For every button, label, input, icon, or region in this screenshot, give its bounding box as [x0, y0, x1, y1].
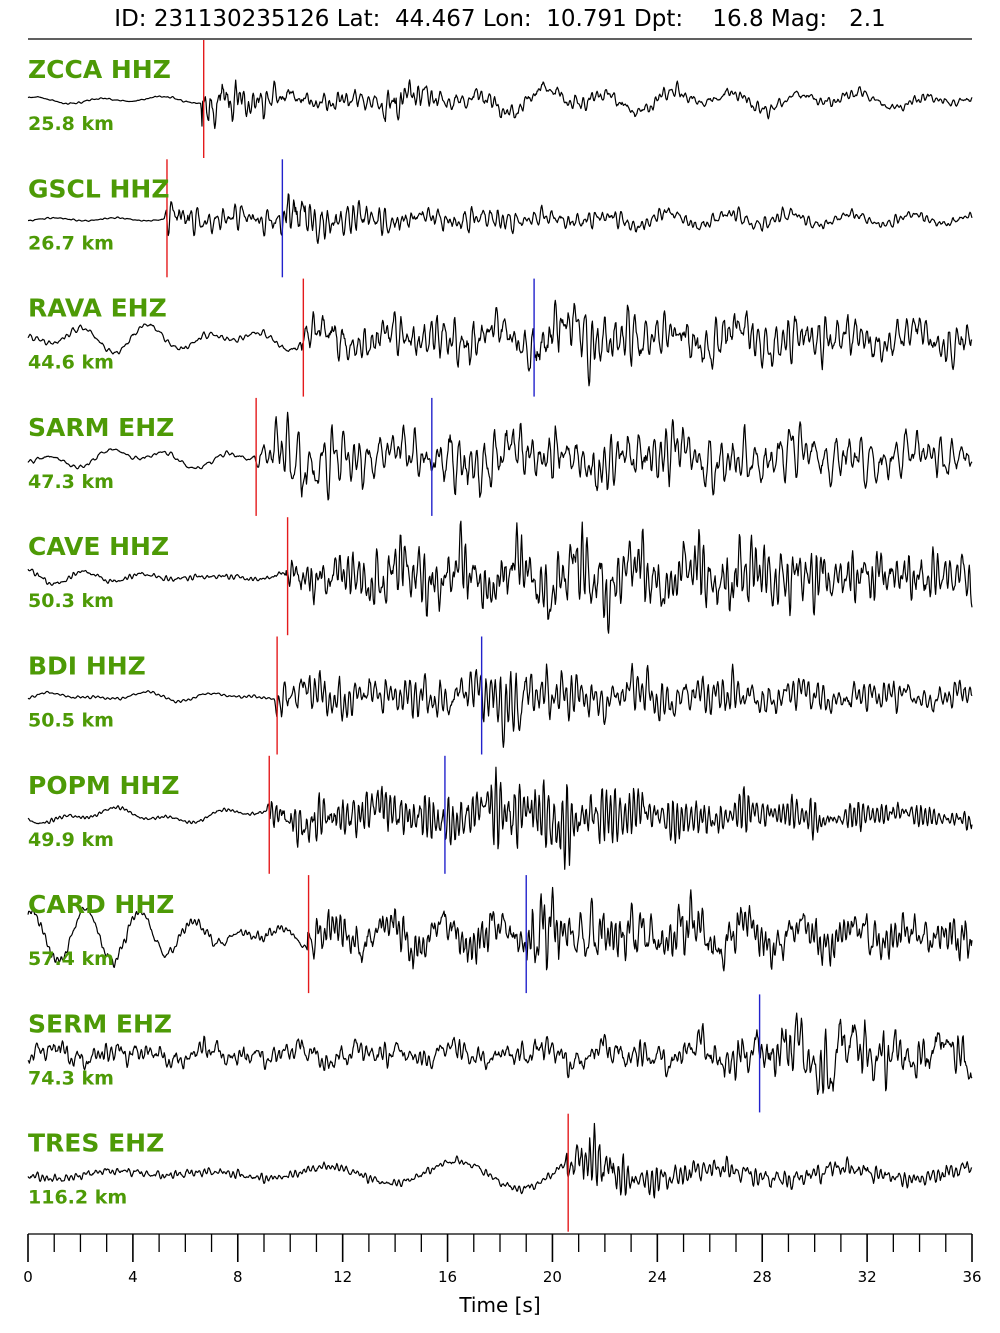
tick-label: 24	[648, 1268, 667, 1286]
distance-label: 25.8 km	[28, 113, 114, 135]
trace-panel: SERM EHZ 74.3 km	[27, 994, 973, 1113]
waveform-trace	[27, 193, 973, 245]
distance-label: 74.3 km	[28, 1067, 114, 1089]
station-label: ZCCA HHZ	[28, 55, 171, 84]
waveform-trace	[27, 1122, 973, 1199]
station-label: CARD HHZ	[28, 890, 174, 919]
trace-panel: BDI HHZ 50.5 km	[27, 636, 973, 755]
trace-panels: ZCCA HHZ 25.8 km GSCL HHZ 26.7 km RAVA EHZ 44…	[27, 40, 973, 1232]
waveform-trace	[27, 662, 973, 748]
trace-panel: RAVA EHZ 44.6 km	[27, 278, 973, 397]
trace-panel: SARM EHZ 47.3 km	[27, 397, 973, 516]
tick-label: 28	[753, 1268, 772, 1286]
station-label: SERM EHZ	[28, 1009, 172, 1038]
distance-label: 50.3 km	[28, 590, 114, 612]
trace-panel: ZCCA HHZ 25.8 km	[27, 40, 973, 158]
tick-label: 12	[333, 1268, 352, 1286]
trace-panel: POPM HHZ 49.9 km	[27, 755, 973, 874]
trace-panel: TRES EHZ 116.2 km	[27, 1113, 973, 1232]
station-label: TRES EHZ	[28, 1129, 164, 1158]
distance-label: 26.7 km	[28, 232, 114, 254]
trace-panel: CAVE HHZ 50.3 km	[27, 517, 973, 636]
time-axis-label: Time [s]	[458, 1293, 540, 1317]
distance-label: 57.4 km	[28, 948, 114, 970]
station-label: GSCL HHZ	[28, 174, 169, 203]
station-label: SARM EHZ	[28, 413, 174, 442]
distance-label: 47.3 km	[28, 471, 114, 493]
tick-label: 4	[128, 1268, 138, 1286]
event-title: ID: 231130235126 Lat: 44.467 Lon: 10.791…	[114, 6, 886, 32]
station-label: CAVE HHZ	[28, 532, 169, 561]
waveform-trace	[27, 766, 973, 870]
waveform-trace	[27, 520, 973, 634]
distance-label: 116.2 km	[28, 1187, 127, 1209]
station-label: POPM HHZ	[28, 771, 179, 800]
trace-panel: CARD HHZ 57.4 km	[27, 875, 973, 994]
waveform-trace	[27, 411, 973, 501]
waveform-trace	[27, 1012, 973, 1096]
distance-label: 44.6 km	[28, 352, 114, 374]
tick-label: 16	[438, 1268, 457, 1286]
tick-label: 32	[858, 1268, 877, 1286]
tick-label: 20	[543, 1268, 562, 1286]
trace-panel: GSCL HHZ 26.7 km	[27, 159, 973, 278]
waveform-trace	[27, 299, 973, 387]
tick-label: 0	[23, 1268, 33, 1286]
tick-label: 8	[233, 1268, 243, 1286]
station-label: RAVA EHZ	[28, 294, 167, 323]
distance-label: 50.5 km	[28, 710, 114, 732]
tick-label: 36	[962, 1268, 981, 1286]
waveform-trace	[27, 886, 973, 972]
waveform-trace	[27, 79, 973, 130]
time-axis: 0 4 8 12 16 20 24 28 32 36	[23, 1233, 982, 1286]
station-label: BDI HHZ	[28, 652, 146, 681]
distance-label: 49.9 km	[28, 829, 114, 851]
